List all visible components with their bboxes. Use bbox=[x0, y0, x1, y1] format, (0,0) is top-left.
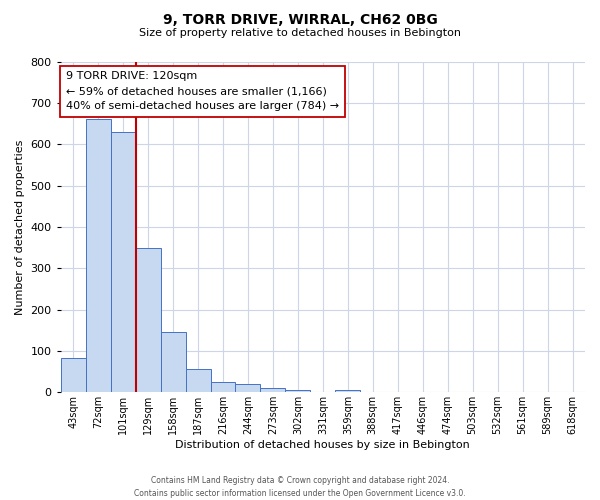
Bar bbox=[260, 388, 286, 392]
Bar bbox=[61, 358, 86, 392]
Bar bbox=[235, 384, 260, 392]
Bar bbox=[211, 382, 235, 392]
Text: Contains HM Land Registry data © Crown copyright and database right 2024.
Contai: Contains HM Land Registry data © Crown c… bbox=[134, 476, 466, 498]
Text: 9, TORR DRIVE, WIRRAL, CH62 0BG: 9, TORR DRIVE, WIRRAL, CH62 0BG bbox=[163, 12, 437, 26]
Text: 9 TORR DRIVE: 120sqm
← 59% of detached houses are smaller (1,166)
40% of semi-de: 9 TORR DRIVE: 120sqm ← 59% of detached h… bbox=[66, 72, 339, 111]
Bar bbox=[136, 248, 161, 392]
Bar bbox=[185, 368, 211, 392]
X-axis label: Distribution of detached houses by size in Bebington: Distribution of detached houses by size … bbox=[175, 440, 470, 450]
Bar bbox=[161, 332, 185, 392]
Bar bbox=[335, 390, 361, 392]
Bar bbox=[110, 132, 136, 392]
Text: Size of property relative to detached houses in Bebington: Size of property relative to detached ho… bbox=[139, 28, 461, 38]
Bar bbox=[286, 390, 310, 392]
Y-axis label: Number of detached properties: Number of detached properties bbox=[15, 139, 25, 314]
Bar bbox=[86, 120, 110, 392]
